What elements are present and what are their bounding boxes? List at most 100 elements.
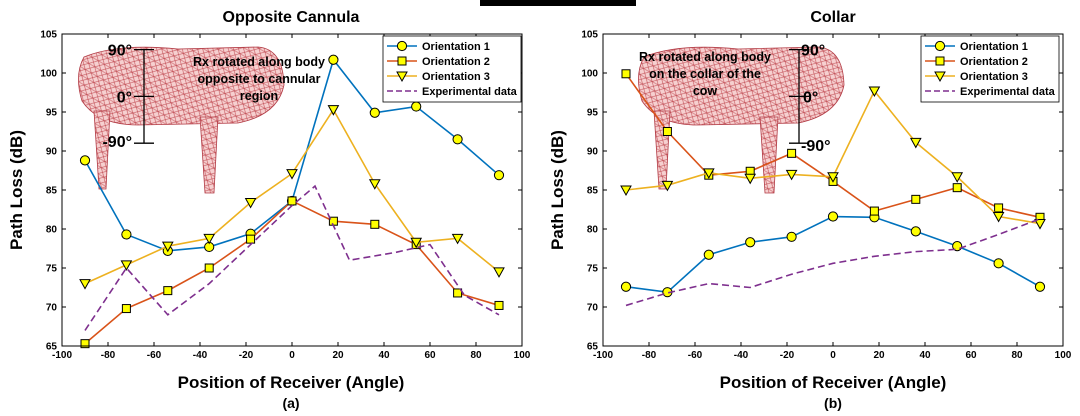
panel-collar: -100 -80 -60 -40 -20 0 20 40 60 80 100 65 70 75 80 85 90… — [548, 9, 1072, 411]
legend-marker — [397, 56, 407, 66]
data-point — [368, 179, 381, 190]
data-point — [80, 339, 90, 349]
x-tick-label: 20 — [332, 350, 344, 361]
x-tick-label: -20 — [780, 350, 795, 361]
y-axis-label: Path Loss (dB) — [548, 130, 567, 250]
data-point — [785, 169, 798, 181]
data-point — [493, 267, 505, 278]
data-point — [493, 170, 505, 181]
data-point — [287, 196, 297, 206]
data-point — [451, 233, 464, 245]
data-point — [703, 249, 714, 260]
y-tick-label: 75 — [46, 264, 58, 275]
y-tick-label: 75 — [587, 264, 599, 275]
x-tick-label: -40 — [734, 350, 749, 361]
data-point — [620, 185, 632, 197]
legend-label: Orientation 3 — [422, 71, 490, 83]
data-point — [992, 212, 1005, 223]
y-tick-label: 70 — [46, 303, 58, 314]
data-point — [787, 148, 797, 158]
x-axis-label: Position of Receiver (Angle) — [720, 373, 947, 392]
scale-label-bottom: -90° — [102, 134, 132, 151]
legend-marker — [396, 71, 408, 83]
x-tick-label: -80 — [642, 350, 657, 361]
chart-title: Collar — [810, 9, 855, 26]
scale-label-bottom: -90° — [801, 138, 831, 155]
cow-mesh-leg — [199, 116, 219, 194]
legend-label: Orientation 2 — [960, 56, 1028, 68]
y-tick-label: 65 — [587, 342, 599, 353]
data-point — [370, 219, 380, 229]
data-point — [204, 263, 214, 273]
data-point — [246, 234, 256, 244]
cow-mesh-body — [78, 46, 285, 126]
legend-label: Experimental data — [422, 86, 518, 98]
scale-label-top: 90° — [801, 43, 825, 60]
legend-label: Experimental data — [960, 86, 1056, 98]
legend-label: Orientation 1 — [422, 41, 490, 53]
data-point — [744, 173, 757, 185]
data-point — [328, 54, 339, 65]
data-point — [869, 206, 879, 216]
data-point — [909, 137, 922, 149]
annotation-line: region — [240, 89, 278, 103]
data-point — [951, 172, 964, 183]
axes-box — [602, 33, 1064, 347]
data-point — [327, 105, 340, 116]
data-point — [453, 288, 463, 298]
data-point — [120, 260, 133, 271]
data-point — [827, 211, 839, 222]
y-tick-label: 95 — [587, 108, 599, 119]
data-point — [452, 134, 463, 145]
data-point — [952, 183, 962, 193]
data-point — [79, 279, 91, 290]
y-tick-label: 85 — [46, 186, 58, 197]
data-point — [79, 155, 91, 166]
x-tick-label: 60 — [965, 350, 977, 361]
data-point — [910, 226, 921, 237]
series-line-experimental-data — [84, 184, 500, 331]
data-point — [411, 101, 422, 112]
panel-label: (a) — [282, 395, 299, 411]
annotation-line: Rx rotated along body — [193, 55, 325, 69]
annotation-line: cow — [693, 84, 718, 98]
axes-box — [61, 33, 523, 347]
y-tick-label: 90 — [587, 147, 599, 158]
data-point — [745, 237, 756, 248]
panel-opposite-cannula: -100 -80 -60 -40 -20 0 20 40 60 80 100 65 70 75 80 85 90… — [7, 9, 531, 411]
data-point — [868, 86, 881, 97]
panel-label: (b) — [824, 395, 842, 411]
x-tick-label: -80 — [101, 350, 116, 361]
data-point — [161, 241, 174, 253]
y-tick-label: 100 — [581, 69, 598, 80]
legend-label: Orientation 3 — [960, 71, 1028, 83]
data-point — [620, 281, 632, 292]
data-point — [121, 229, 132, 240]
scale-label-top: 90° — [108, 43, 132, 60]
chart-title: Opposite Cannula — [223, 9, 360, 26]
x-tick-label: 0 — [830, 350, 836, 361]
y-tick-label: 95 — [46, 108, 58, 119]
y-axis-label: Path Loss (dB) — [7, 130, 26, 250]
x-tick-label: 80 — [470, 350, 482, 361]
x-tick-label: -20 — [239, 350, 254, 361]
x-tick-label: 20 — [873, 350, 885, 361]
x-tick-label: -40 — [193, 350, 208, 361]
data-point — [993, 258, 1004, 269]
data-point — [994, 203, 1004, 213]
data-point — [286, 169, 298, 180]
data-point — [244, 197, 257, 209]
x-tick-label: 60 — [424, 350, 436, 361]
data-point — [621, 69, 631, 79]
x-tick-label: 40 — [378, 350, 390, 361]
annotation-line: on the collar of the — [649, 67, 761, 81]
annotation-line: opposite to cannular — [198, 72, 321, 86]
y-tick-label: 100 — [40, 69, 57, 80]
x-tick-label: -60 — [688, 350, 703, 361]
y-tick-label: 80 — [587, 225, 599, 236]
x-tick-label: 100 — [1055, 350, 1072, 361]
top-crop-bar — [480, 0, 636, 6]
data-point — [369, 107, 380, 118]
data-point — [827, 172, 839, 183]
